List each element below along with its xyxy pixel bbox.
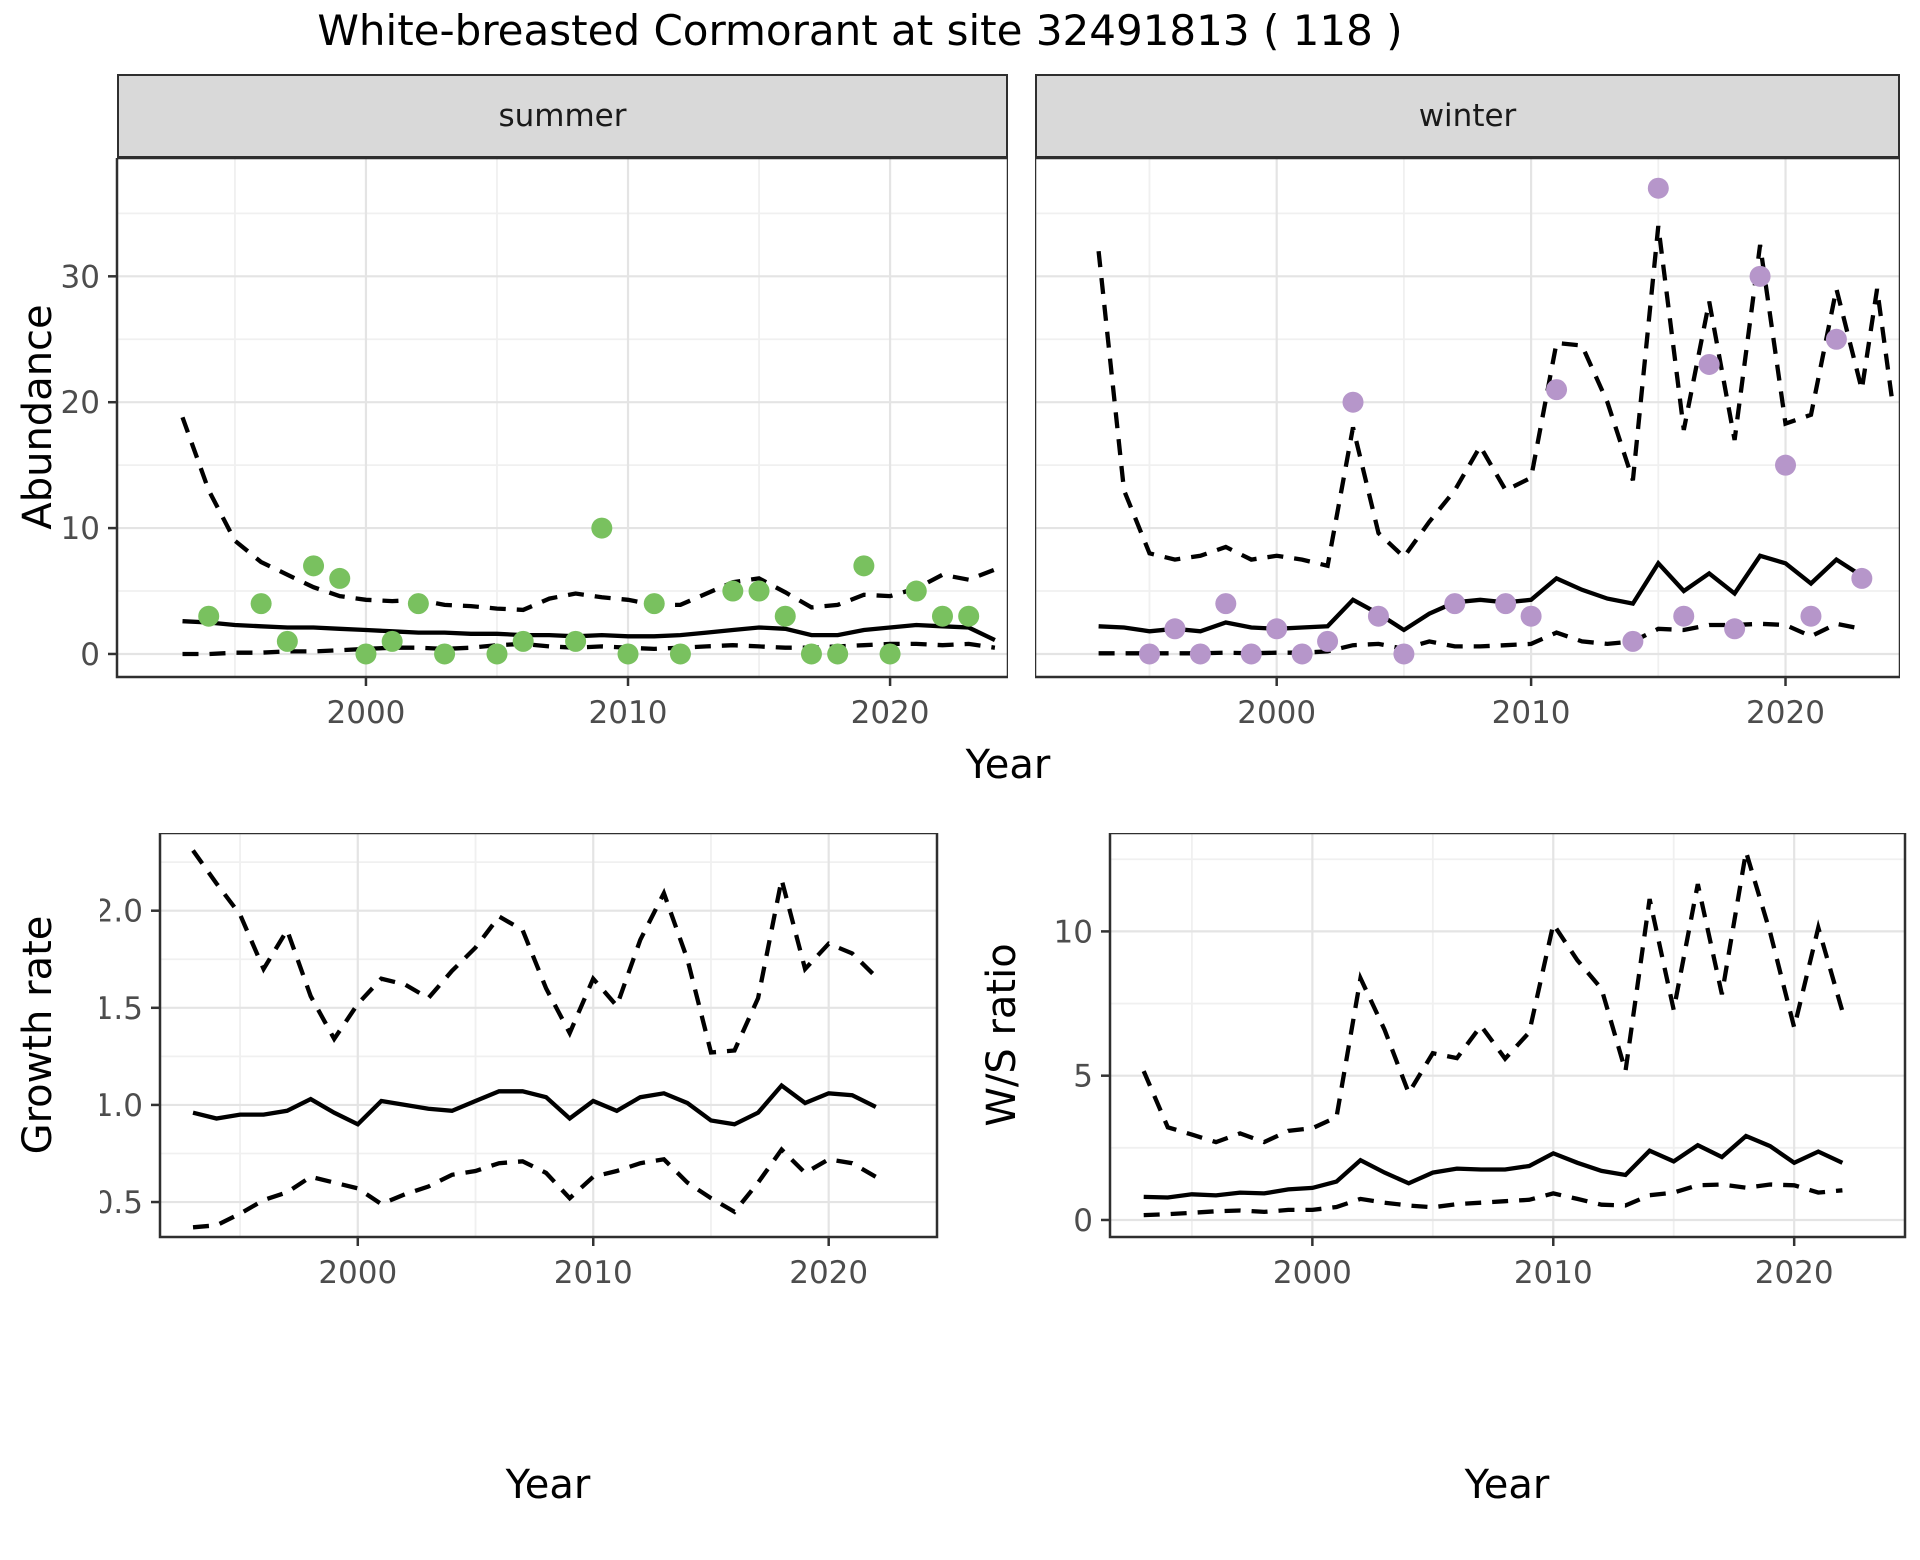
svg-text:2000: 2000 xyxy=(1273,1255,1352,1291)
ws-ratio-panel: 2000 2010 2020 0 5 10 xyxy=(1054,833,1907,1291)
facet-strip-winter: winter xyxy=(1035,74,1900,158)
ws-ratio-axis-label: W/S ratio xyxy=(979,943,1025,1127)
svg-text:2020: 2020 xyxy=(789,1255,868,1291)
svg-text:1.5: 1.5 xyxy=(100,991,143,1027)
growth-rate-axis-label: Growth rate xyxy=(15,915,61,1155)
svg-text:2010: 2010 xyxy=(589,695,668,731)
svg-text:2010: 2010 xyxy=(1514,1255,1593,1291)
svg-text:2010: 2010 xyxy=(1492,695,1571,731)
facet-strip-winter-label: winter xyxy=(1418,98,1517,134)
year-axis-label-top: Year xyxy=(965,742,1051,788)
svg-text:1.0: 1.0 xyxy=(100,1088,143,1124)
growth-rate-panel: 2000 2010 2020 0.5 1.0 1.5 2.0 xyxy=(100,833,939,1291)
facet-strip-summer-label: summer xyxy=(498,98,627,134)
year-axis-label-growth: Year xyxy=(505,1462,591,1508)
svg-text:2020: 2020 xyxy=(1746,695,1825,731)
svg-text:2010: 2010 xyxy=(554,1255,633,1291)
svg-text:2000: 2000 xyxy=(1237,695,1316,731)
abundance-axis-label: Abundance xyxy=(15,304,61,530)
svg-text:0.5: 0.5 xyxy=(100,1185,143,1221)
svg-text:10: 10 xyxy=(61,511,100,547)
summer-abundance-panel: 2000 2010 2020 0 10 20 30 xyxy=(61,158,1008,731)
svg-text:2020: 2020 xyxy=(1755,1255,1834,1291)
svg-text:20: 20 xyxy=(61,385,100,421)
facet-strip-summer: summer xyxy=(117,74,1008,158)
svg-text:2020: 2020 xyxy=(851,695,930,731)
svg-text:2000: 2000 xyxy=(327,695,406,731)
svg-text:30: 30 xyxy=(61,259,100,295)
svg-text:0: 0 xyxy=(80,637,100,673)
svg-text:2.0: 2.0 xyxy=(100,894,143,930)
winter-abundance-panel: 2000 2010 2020 xyxy=(1035,158,1900,731)
chart-title: White-breasted Cormorant at site 3249181… xyxy=(317,6,1403,55)
svg-text:10: 10 xyxy=(1054,914,1093,950)
svg-text:5: 5 xyxy=(1073,1059,1093,1095)
svg-text:2000: 2000 xyxy=(318,1255,397,1291)
year-axis-label-ws: Year xyxy=(1464,1462,1550,1508)
svg-text:0: 0 xyxy=(1073,1203,1093,1239)
